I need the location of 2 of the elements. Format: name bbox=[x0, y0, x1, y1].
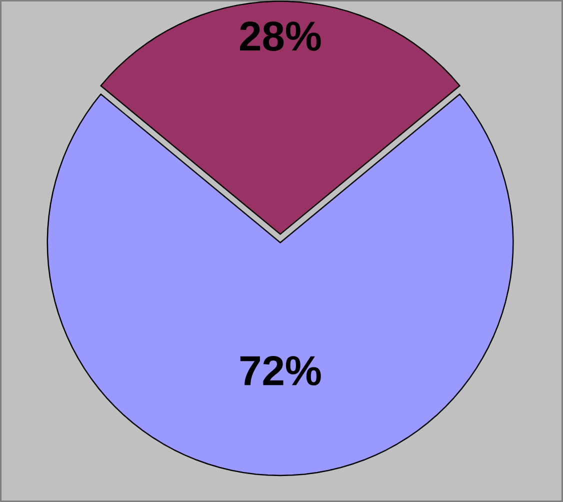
data-label: 28% bbox=[240, 21, 321, 51]
data-label: 72% bbox=[240, 356, 321, 386]
